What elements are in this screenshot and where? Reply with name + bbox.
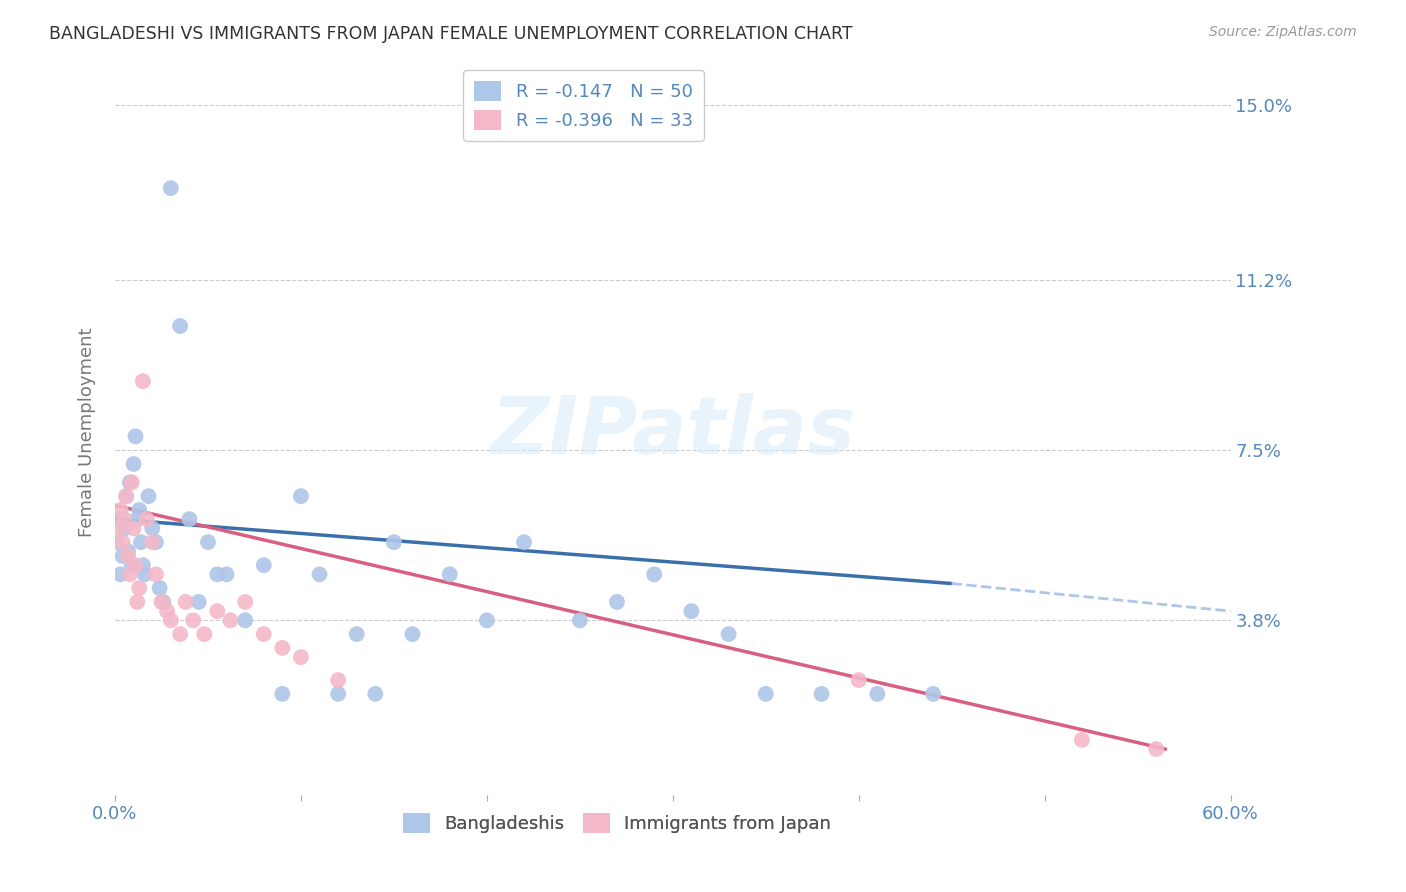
Point <box>755 687 778 701</box>
Point <box>271 687 294 701</box>
Point <box>346 627 368 641</box>
Point <box>145 535 167 549</box>
Point <box>439 567 461 582</box>
Point <box>111 549 134 563</box>
Point <box>568 613 591 627</box>
Point <box>253 627 276 641</box>
Point <box>197 535 219 549</box>
Point <box>513 535 536 549</box>
Point <box>118 567 141 582</box>
Point <box>128 503 150 517</box>
Point <box>138 489 160 503</box>
Point <box>159 181 181 195</box>
Point <box>112 512 135 526</box>
Point <box>149 581 172 595</box>
Legend: Bangladeshis, Immigrants from Japan: Bangladeshis, Immigrants from Japan <box>395 806 838 840</box>
Point <box>159 613 181 627</box>
Point <box>717 627 740 641</box>
Point <box>122 521 145 535</box>
Point <box>121 475 143 490</box>
Point <box>326 673 349 687</box>
Point <box>127 595 149 609</box>
Point <box>124 558 146 573</box>
Point <box>156 604 179 618</box>
Point <box>110 567 132 582</box>
Point <box>105 535 128 549</box>
Point <box>475 613 498 627</box>
Point <box>169 319 191 334</box>
Point <box>866 687 889 701</box>
Point <box>681 604 703 618</box>
Point <box>290 650 312 665</box>
Point <box>134 567 156 582</box>
Point <box>132 374 155 388</box>
Y-axis label: Female Unemployment: Female Unemployment <box>79 327 96 537</box>
Point <box>382 535 405 549</box>
Point <box>326 687 349 701</box>
Point <box>127 512 149 526</box>
Point <box>135 512 157 526</box>
Point <box>233 613 256 627</box>
Point <box>169 627 191 641</box>
Point <box>122 457 145 471</box>
Point <box>174 595 197 609</box>
Point <box>187 595 209 609</box>
Point <box>219 613 242 627</box>
Point <box>107 521 129 535</box>
Point <box>179 512 201 526</box>
Point <box>132 558 155 573</box>
Point <box>233 595 256 609</box>
Point <box>193 627 215 641</box>
Point <box>308 567 330 582</box>
Point <box>271 640 294 655</box>
Point <box>810 687 832 701</box>
Text: BANGLADESHI VS IMMIGRANTS FROM JAPAN FEMALE UNEMPLOYMENT CORRELATION CHART: BANGLADESHI VS IMMIGRANTS FROM JAPAN FEM… <box>49 25 853 43</box>
Point <box>128 581 150 595</box>
Point <box>207 604 229 618</box>
Text: Source: ZipAtlas.com: Source: ZipAtlas.com <box>1209 25 1357 39</box>
Point <box>110 503 132 517</box>
Point <box>364 687 387 701</box>
Point <box>117 549 139 563</box>
Point <box>145 567 167 582</box>
Point <box>1144 742 1167 756</box>
Point <box>606 595 628 609</box>
Point <box>115 489 138 503</box>
Point <box>117 544 139 558</box>
Point <box>118 475 141 490</box>
Point <box>107 512 129 526</box>
Point <box>643 567 665 582</box>
Point <box>112 521 135 535</box>
Point <box>215 567 238 582</box>
Point <box>141 535 163 549</box>
Text: ZIPatlas: ZIPatlas <box>491 392 855 471</box>
Point <box>121 558 143 573</box>
Point <box>401 627 423 641</box>
Point <box>848 673 870 687</box>
Point <box>290 489 312 503</box>
Point <box>141 521 163 535</box>
Point <box>152 595 174 609</box>
Point <box>207 567 229 582</box>
Point <box>253 558 276 573</box>
Point <box>150 595 173 609</box>
Point <box>1070 732 1092 747</box>
Point <box>115 489 138 503</box>
Point <box>124 429 146 443</box>
Point <box>181 613 204 627</box>
Point <box>129 535 152 549</box>
Point <box>111 535 134 549</box>
Point <box>922 687 945 701</box>
